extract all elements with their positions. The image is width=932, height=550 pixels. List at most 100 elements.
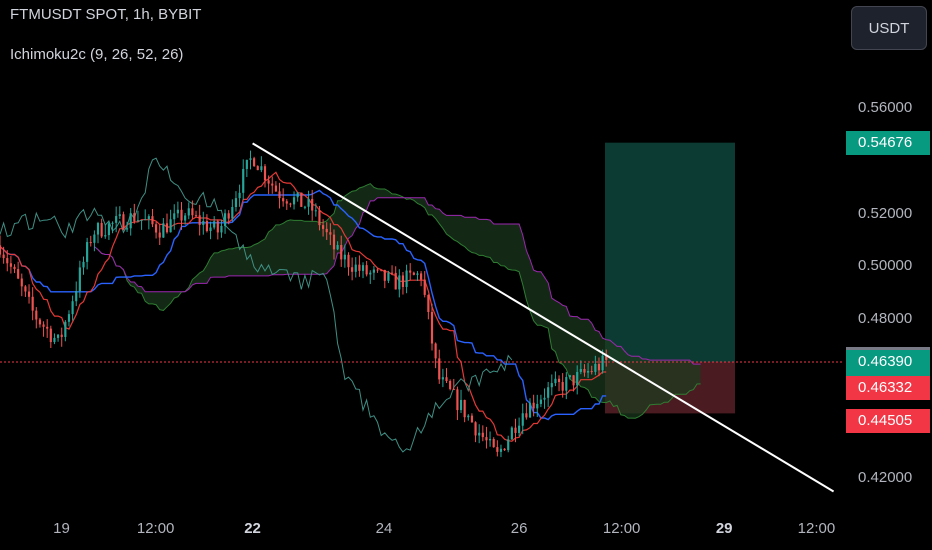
candle-body	[300, 192, 303, 207]
candle-body	[245, 159, 248, 169]
candle-body	[42, 324, 45, 327]
candle-body	[24, 286, 27, 292]
candle-body	[474, 422, 477, 436]
candle-body	[351, 267, 354, 272]
currency-button[interactable]: USDT	[851, 6, 927, 50]
candle-body	[329, 232, 332, 235]
candle-body	[456, 389, 459, 411]
candle-body	[467, 415, 470, 418]
candle-body	[459, 399, 463, 411]
candle-body	[60, 334, 63, 337]
candle-body	[543, 397, 546, 400]
candle-body	[285, 201, 288, 204]
candle-body	[583, 368, 586, 373]
candle-body	[147, 216, 150, 220]
candle-body	[260, 166, 263, 171]
candle-body	[496, 447, 499, 452]
candle-body	[601, 355, 604, 371]
candle-body	[550, 383, 553, 388]
candle-body	[271, 183, 274, 186]
candle-body	[394, 272, 397, 290]
position-zones	[605, 142, 735, 414]
candle-body	[292, 197, 296, 205]
candle-body	[594, 363, 597, 372]
candle-body	[234, 198, 238, 207]
candle-body	[169, 219, 172, 233]
candle-body	[267, 180, 270, 184]
candle-body	[332, 234, 336, 250]
tenkan-sen-line	[0, 171, 607, 442]
candle-body	[518, 425, 521, 433]
candle-body	[347, 254, 350, 268]
candle-body	[202, 221, 205, 225]
candle-body	[427, 294, 430, 313]
candle-body	[96, 223, 100, 235]
candle-body	[409, 270, 412, 273]
candle-body	[184, 215, 187, 221]
ichimoku-cloud	[94, 183, 701, 419]
candle-body	[231, 206, 234, 219]
candle-body	[20, 278, 23, 287]
candle-body	[354, 264, 357, 272]
candle-body	[463, 399, 466, 418]
candle-body	[554, 378, 557, 384]
candle-body	[361, 265, 365, 271]
candle-body	[71, 301, 74, 315]
candle-body	[445, 377, 448, 381]
candle-body	[557, 378, 561, 383]
candle-body	[35, 310, 38, 320]
candle-body	[118, 214, 121, 217]
candle-body	[358, 264, 361, 271]
candlestick-series	[0, 150, 608, 458]
candle-body	[122, 214, 125, 230]
price-tick-label: 0.56000	[858, 98, 913, 116]
candle-body	[492, 439, 495, 448]
candle-body	[528, 402, 532, 418]
candle-body	[93, 234, 96, 243]
candle-body	[31, 296, 34, 311]
candle-body	[274, 185, 277, 192]
candle-body	[180, 209, 183, 221]
candle-body	[605, 355, 608, 360]
candle-body	[521, 413, 524, 426]
candle-body	[325, 228, 328, 233]
time-tick-label: 12:00	[136, 520, 175, 537]
time-tick-label: 29	[715, 520, 733, 537]
candle-body	[198, 215, 201, 225]
senkou-span-b-line	[94, 197, 701, 365]
candle-body	[86, 242, 89, 262]
candle-body	[470, 415, 474, 423]
candle-body	[205, 221, 209, 232]
time-tick-label: 26	[510, 520, 528, 537]
candle-body	[318, 210, 321, 226]
candle-body	[27, 291, 31, 297]
stop-price-tag: 0.46332	[846, 375, 930, 400]
candle-body	[343, 254, 346, 260]
candle-body	[38, 319, 42, 325]
candle-body	[376, 269, 379, 271]
candle-body	[488, 439, 492, 441]
candle-body	[514, 427, 517, 433]
candle-body	[249, 158, 252, 160]
candle-body	[155, 224, 158, 233]
indicator-legend[interactable]: Ichimoku2c (9, 26, 52, 26)	[10, 46, 184, 63]
candle-body	[499, 448, 503, 452]
candle-body	[311, 198, 314, 211]
time-tick-label: 12:00	[797, 520, 836, 537]
kumo-cloud	[94, 183, 701, 419]
time-tick-label: 12:00	[602, 520, 641, 537]
candle-body	[158, 232, 161, 238]
candle-body	[568, 375, 572, 378]
candle-body	[238, 192, 241, 199]
candle-body	[485, 437, 488, 441]
candle-body	[383, 269, 386, 281]
candle-body	[227, 213, 230, 219]
candle-body	[115, 216, 118, 223]
candle-body	[220, 225, 223, 233]
time-tick-label: 24	[375, 520, 393, 537]
candle-body	[372, 269, 375, 273]
candle-body	[525, 413, 528, 418]
chikou-span-line	[0, 157, 513, 453]
candle-body	[0, 245, 2, 255]
